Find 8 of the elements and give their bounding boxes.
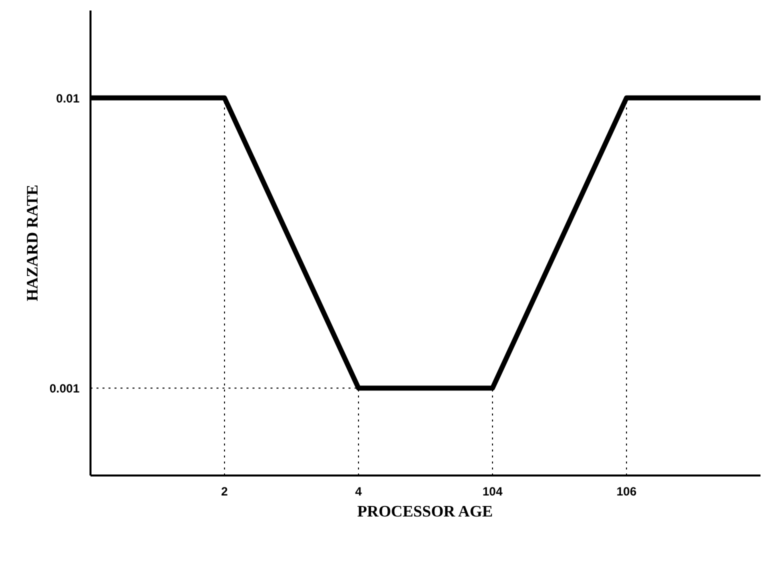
y-axis-title: HAZARD RATE [24,184,42,302]
x-axis-title: PROCESSOR AGE [357,504,493,520]
x-tick-label: 106 [616,484,637,498]
y-tick-label: 0.001 [49,382,80,396]
y-tick-label: 0.01 [56,91,80,106]
x-tick-label: 2 [221,484,228,498]
x-tick-label: 4 [355,484,362,498]
x-tick-label: 104 [482,484,503,498]
